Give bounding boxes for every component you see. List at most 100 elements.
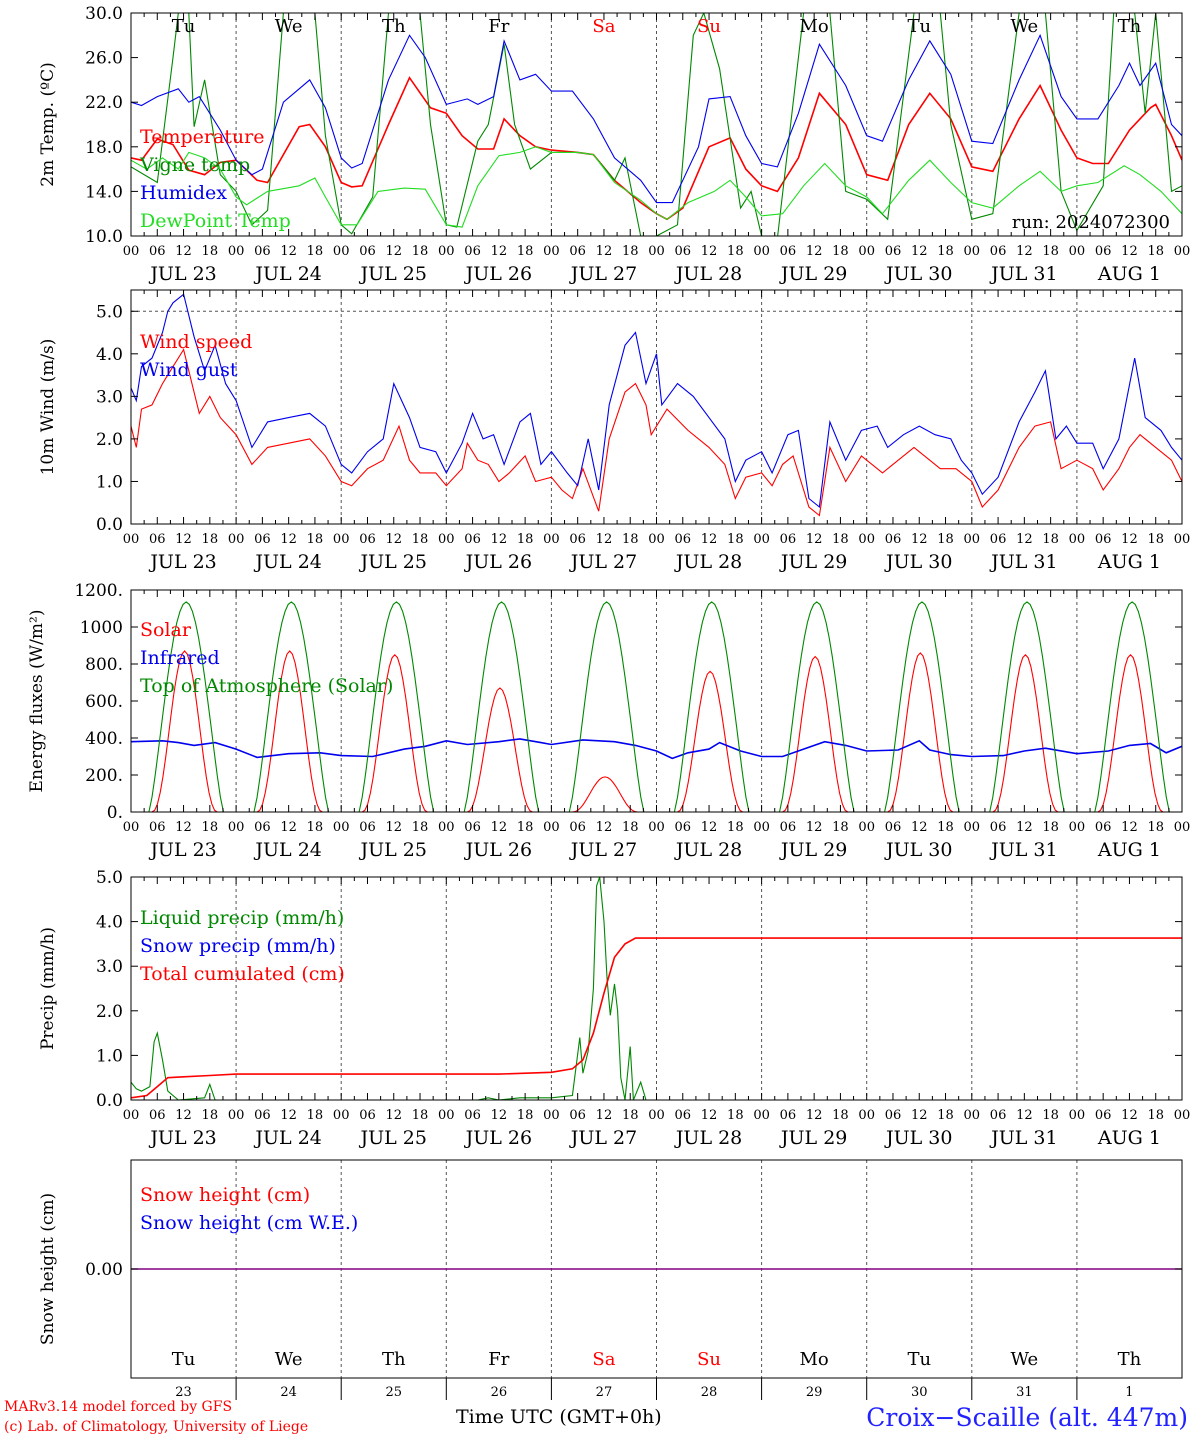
hour-tick-label: 12 [596,1108,613,1123]
hour-tick-label: 12 [911,1108,928,1123]
series-line [131,293,1182,509]
date-label: JUL 26 [464,1127,532,1149]
hour-tick-label: 12 [1016,820,1033,835]
time-axis-label: Time UTC (GMT+0h) [456,1406,662,1428]
hour-tick-label: 12 [491,1108,508,1123]
hour-tick-label: 06 [464,532,481,547]
y-tick-label: 22.0 [85,93,123,113]
hour-tick-label: 00 [858,532,875,547]
day-number-label: 31 [1016,1385,1033,1400]
legend-entry: Liquid precip (mm/h) [140,907,344,929]
date-label: JUL 31 [989,263,1057,285]
hour-tick-label: 00 [123,244,140,259]
hour-tick-label: 18 [307,532,324,547]
legend-entry: DewPoint Temp [140,210,291,232]
hour-tick-label: 00 [438,820,455,835]
hour-tick-label: 00 [753,244,770,259]
hour-tick-label: 18 [1042,532,1059,547]
hour-tick-label: 06 [569,820,586,835]
hour-tick-label: 00 [964,1108,981,1123]
day-number-label: 28 [701,1385,718,1400]
y-tick-label: 3.0 [96,957,123,977]
hour-tick-label: 18 [832,1108,849,1123]
hour-tick-label: 06 [569,532,586,547]
weekday-label: Fr [488,16,509,37]
date-label: JUL 28 [674,1127,742,1149]
date-label: JUL 29 [779,551,847,573]
legend-entry: Snow precip (mm/h) [140,935,336,957]
date-label: JUL 27 [569,263,637,285]
legend-entry: Snow height (cm) [140,1184,310,1206]
hour-tick-label: 12 [385,1108,402,1123]
hour-tick-label: 18 [307,820,324,835]
hour-tick-label: 00 [753,532,770,547]
hour-tick-label: 06 [780,1108,797,1123]
hour-tick-label: 00 [1174,820,1191,835]
hour-tick-label: 00 [438,1108,455,1123]
weekday-label: Tu [172,1349,196,1370]
panel-temperature: 10.0 14.0 18.0 22.0 26.0 30.0 2m Temp. (ºC) Tem… [38,4,1190,285]
weekday-label: Tu [172,16,196,37]
hour-tick-label: 06 [990,1108,1007,1123]
hour-tick-label: 00 [964,820,981,835]
hour-tick-label: 12 [280,244,297,259]
hour-tick-label: 12 [491,532,508,547]
weekday-label: Th [382,16,406,37]
hour-tick-label: 06 [885,1108,902,1123]
hour-tick-label: 18 [1042,1108,1059,1123]
date-label: JUL 31 [989,551,1057,573]
hour-tick-label: 00 [1069,532,1086,547]
y-tick-label: 0.0 [96,1091,123,1111]
hour-tick-label: 18 [937,244,954,259]
hour-tick-label: 12 [175,532,192,547]
lab-credit: (c) Lab. of Climatology, University of L… [4,1419,309,1435]
series-line [131,601,1182,812]
hour-tick-label: 00 [228,532,245,547]
hour-tick-label: 12 [491,244,508,259]
hour-tick-label: 06 [990,532,1007,547]
legend-entry: Top of Atmosphere (Solar) [140,675,393,697]
date-label: JUL 24 [253,839,321,861]
panel-energy: 0. 200. 400. 600. 800. 1000 1200. Energy fluxes… [27,581,1190,861]
hour-tick-label: 18 [622,532,639,547]
hour-tick-label: 12 [280,820,297,835]
hour-tick-label: 00 [858,820,875,835]
weekday-label: Mo [800,16,829,37]
y-tick-label: 18.0 [85,138,123,158]
hour-tick-label: 06 [569,244,586,259]
hour-tick-label: 00 [333,532,350,547]
hour-tick-label: 00 [1069,820,1086,835]
hour-tick-label: 18 [307,244,324,259]
hour-tick-label: 06 [149,532,166,547]
y-axis-label: Precip (mm/h) [38,927,58,1050]
hour-tick-label: 18 [1147,1108,1164,1123]
date-label: JUL 29 [779,839,847,861]
hour-tick-label: 12 [385,244,402,259]
hour-tick-label: 18 [727,1108,744,1123]
hour-tick-label: 00 [1174,244,1191,259]
hour-tick-label: 00 [753,820,770,835]
meteogram-chart: 10.014.018.022.026.030.02m Temp. (ºC) Tem… [27,4,1190,1400]
date-label: JUL 30 [884,551,952,573]
weekday-label: Su [697,16,721,37]
date-label: JUL 30 [884,263,952,285]
model-credit: MARv3.14 model forced by GFS [4,1399,233,1415]
y-tick-label: 0.0 [96,515,123,535]
hour-tick-label: 06 [780,532,797,547]
hour-tick-label: 18 [622,1108,639,1123]
y-axis-label: 2m Temp. (ºC) [38,62,58,187]
y-axis-label: Snow height (cm) [38,1193,58,1345]
hour-tick-label: 12 [596,244,613,259]
hour-tick-label: 12 [280,1108,297,1123]
weekday-label: Fr [488,1349,509,1370]
date-label: JUL 31 [989,1127,1057,1149]
day-number-label: 25 [385,1385,402,1400]
hour-tick-label: 06 [990,820,1007,835]
hour-tick-label: 12 [596,820,613,835]
weekday-label: Su [697,1349,721,1370]
day-number-label: 27 [596,1385,613,1400]
hour-tick-label: 18 [1042,244,1059,259]
y-tick-label: 3.0 [96,387,123,407]
hour-tick-label: 12 [806,244,823,259]
hour-tick-label: 06 [675,532,692,547]
